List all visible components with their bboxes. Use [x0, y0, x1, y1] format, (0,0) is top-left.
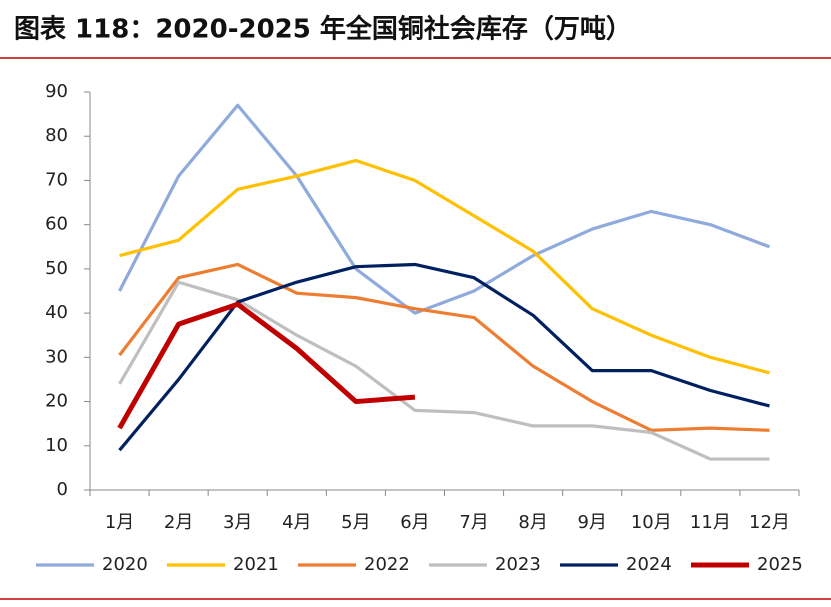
x-tick-label: 5月: [341, 512, 370, 533]
x-tick-label: 7月: [459, 512, 488, 533]
series-line: [118, 280, 770, 461]
x-tick-label: 8月: [518, 512, 547, 533]
y-tick-label: 90: [45, 81, 68, 102]
legend-label: 2023: [495, 554, 541, 575]
y-tick-label: 10: [45, 435, 68, 456]
y-tick-label: 80: [45, 125, 68, 146]
series-line: [118, 262, 770, 432]
legend-label: 2022: [364, 554, 410, 575]
y-tick-label: 50: [45, 258, 68, 279]
x-tick-label: 4月: [282, 512, 311, 533]
series-line: [118, 262, 770, 452]
x-tick-label: 9月: [577, 512, 606, 533]
x-tick-label: 12月: [749, 512, 790, 533]
legend-label: 2024: [626, 554, 672, 575]
legend-label: 2025: [757, 554, 803, 575]
x-tick-label: 6月: [400, 512, 429, 533]
y-tick-label: 0: [57, 479, 68, 500]
y-tick-label: 30: [45, 346, 68, 367]
x-tick-label: 10月: [631, 512, 672, 533]
legend-label: 2021: [233, 554, 279, 575]
chart-title: 图表 118：2020-2025 年全国铜社会库存（万吨）: [14, 14, 632, 45]
y-tick-label: 40: [45, 302, 68, 323]
y-tick-label: 70: [45, 169, 68, 190]
x-tick-label: 2月: [164, 512, 193, 533]
x-tick-label: 11月: [690, 512, 731, 533]
y-tick-label: 20: [45, 391, 68, 412]
legend-label: 2020: [102, 554, 148, 575]
y-tick-label: 60: [45, 214, 68, 235]
x-tick-label: 3月: [223, 512, 252, 533]
series-line: [117, 301, 416, 430]
series-line: [119, 158, 770, 375]
series-line: [118, 103, 771, 315]
x-tick-label: 1月: [105, 512, 134, 533]
